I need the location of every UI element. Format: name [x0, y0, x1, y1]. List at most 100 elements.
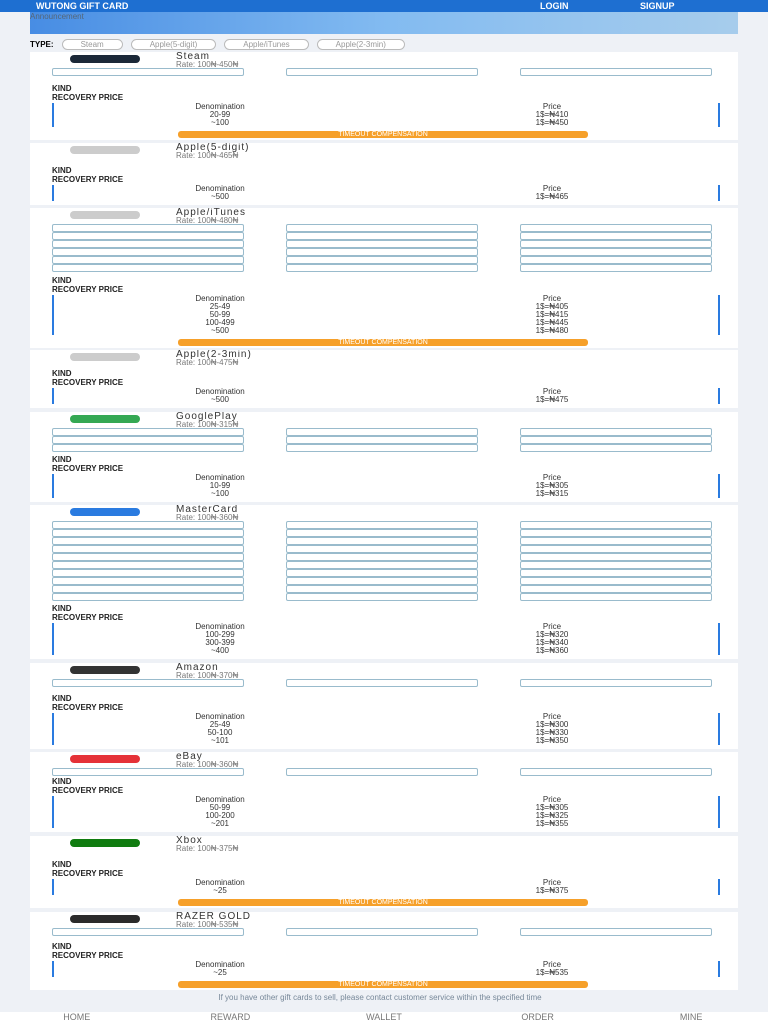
kind-option[interactable]	[52, 248, 244, 256]
kind-option[interactable]	[286, 561, 478, 569]
kind-option[interactable]	[286, 553, 478, 561]
price-header: Price	[542, 387, 562, 396]
kind-option[interactable]	[520, 553, 712, 561]
card-rate: Rate: 100₦-315₦	[176, 420, 239, 429]
kind-option[interactable]	[286, 521, 478, 529]
kind-option[interactable]	[520, 585, 712, 593]
kind-option[interactable]	[520, 569, 712, 577]
kind-option[interactable]	[286, 232, 478, 240]
kind-option[interactable]	[520, 436, 712, 444]
kind-option[interactable]	[52, 569, 244, 577]
kind-option[interactable]	[520, 428, 712, 436]
type-tab[interactable]: Steam	[61, 38, 123, 50]
kind-option[interactable]	[52, 679, 244, 687]
kind-option[interactable]	[520, 577, 712, 585]
kind-option[interactable]	[286, 68, 478, 76]
kind-option[interactable]	[520, 264, 712, 272]
kind-option[interactable]	[286, 529, 478, 537]
login[interactable]: LOGIN	[540, 1, 569, 11]
type-tab[interactable]: Apple(5-digit)	[130, 38, 217, 50]
kind-option[interactable]	[286, 256, 478, 264]
kind-option[interactable]	[286, 593, 478, 601]
card: eBay Rate: 100₦-360₦ KIND RECOVERY PRICE Den…	[30, 752, 738, 832]
kind-option[interactable]	[52, 577, 244, 585]
kind-option[interactable]	[520, 256, 712, 264]
kind-option[interactable]	[286, 428, 478, 436]
kind-option[interactable]	[286, 444, 478, 452]
kind-option[interactable]	[286, 928, 478, 936]
kind-label: KIND	[52, 942, 72, 951]
kind-option[interactable]	[52, 436, 244, 444]
kind-option[interactable]	[52, 585, 244, 593]
nav-item[interactable]: WALLET	[366, 1012, 402, 1022]
kind-option[interactable]	[520, 232, 712, 240]
kind-option[interactable]	[286, 679, 478, 687]
kind-option[interactable]	[286, 768, 478, 776]
kind-option[interactable]	[520, 521, 712, 529]
kind-option[interactable]	[520, 240, 712, 248]
denomination-header: Denomination	[195, 473, 245, 482]
kind-option[interactable]	[52, 264, 244, 272]
kind-option[interactable]	[520, 224, 712, 232]
kind-option[interactable]	[520, 768, 712, 776]
kind-option[interactable]	[520, 545, 712, 553]
kind-option[interactable]	[286, 264, 478, 272]
type-tab[interactable]: Apple(2-3min)	[316, 38, 405, 50]
kind-option[interactable]	[52, 529, 244, 537]
kind-option[interactable]	[286, 569, 478, 577]
kind-option[interactable]	[52, 224, 244, 232]
nav-item[interactable]: ORDER	[521, 1012, 554, 1022]
nav-item[interactable]: REWARD	[210, 1012, 251, 1022]
kind-option[interactable]	[52, 561, 244, 569]
table-header: Denomination Price	[54, 713, 718, 721]
kind-option[interactable]	[520, 529, 712, 537]
kind-option[interactable]	[520, 679, 712, 687]
kind-label: KIND	[52, 860, 72, 869]
kind-option[interactable]	[520, 248, 712, 256]
nav-item[interactable]: HOME	[63, 1012, 91, 1022]
kind-option[interactable]	[286, 248, 478, 256]
kind-option[interactable]	[286, 537, 478, 545]
price-table: Denomination Price 10-99 1$=₦305 ~100 1$=₦315	[52, 474, 720, 498]
kind-option[interactable]	[286, 240, 478, 248]
kind-option[interactable]	[286, 585, 478, 593]
kind-option[interactable]	[286, 545, 478, 553]
card-icon	[70, 508, 140, 516]
nav-item[interactable]: MINE	[679, 1012, 703, 1022]
kind-option[interactable]	[52, 545, 244, 553]
recovery-label: RECOVERY PRICE	[52, 378, 124, 387]
kind-option[interactable]	[520, 537, 712, 545]
kind-option[interactable]	[52, 428, 244, 436]
kind-option[interactable]	[52, 240, 244, 248]
kind-option[interactable]	[52, 521, 244, 529]
card: RAZER GOLD Rate: 100₦-535₦ KIND RECOVERY PR…	[30, 912, 738, 990]
kind-option[interactable]	[52, 444, 244, 452]
kind-option[interactable]	[520, 928, 712, 936]
kind-option[interactable]	[286, 577, 478, 585]
kind-option[interactable]	[520, 68, 712, 76]
kind-label: KIND	[52, 369, 72, 378]
kind-option[interactable]	[520, 561, 712, 569]
kind-option[interactable]	[52, 256, 244, 264]
kind-option[interactable]	[52, 553, 244, 561]
announcement: Announcement	[30, 12, 84, 21]
kind-option[interactable]	[52, 928, 244, 936]
kind-option[interactable]	[52, 232, 244, 240]
denomination: ~201	[210, 819, 230, 828]
kind-option[interactable]	[52, 537, 244, 545]
kind-option[interactable]	[520, 444, 712, 452]
kind-option[interactable]	[52, 593, 244, 601]
card-icon	[70, 915, 140, 923]
price-header: Price	[542, 878, 562, 887]
kind-option[interactable]	[52, 768, 244, 776]
type-tab[interactable]: Apple/iTunes	[224, 38, 309, 50]
kind-option[interactable]	[286, 224, 478, 232]
kind-option[interactable]	[52, 68, 244, 76]
recovery-label: RECOVERY PRICE	[52, 175, 124, 184]
kind-option[interactable]	[286, 436, 478, 444]
price: 1$=₦305	[535, 481, 569, 490]
kind-option[interactable]	[520, 593, 712, 601]
table-header: Denomination Price	[54, 961, 718, 969]
signup[interactable]: SIGNUP	[640, 1, 675, 11]
